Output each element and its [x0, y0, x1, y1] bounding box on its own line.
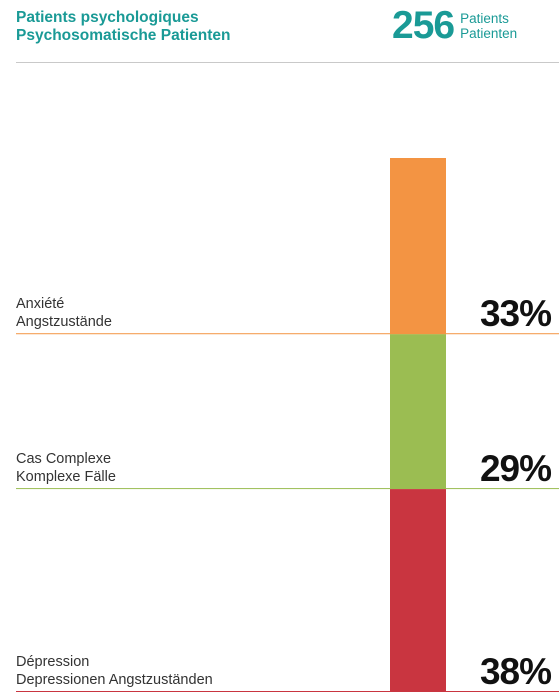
percent-label-0: 33% [479, 293, 552, 335]
header-divider [16, 62, 559, 63]
chart-title: Patients psychologiques Psychosomatische… [16, 9, 231, 45]
title-french: Patients psychologiques [16, 9, 199, 26]
patient-count-number: 256 [392, 4, 455, 47]
category-label-2: Dépression Depressionen Angstzuständen [16, 653, 213, 689]
title-german: Psychosomatische Patienten [16, 27, 231, 44]
category-label-french: Anxiété [16, 296, 65, 313]
bar-segment-1 [390, 334, 446, 490]
category-label-german: Komplexe Fälle [16, 469, 116, 486]
percent-label-1: 29% [479, 448, 552, 490]
category-label-french: Dépression [16, 654, 90, 670]
count-label-french: Patients [460, 11, 509, 26]
percent-label-2: 38% [479, 651, 552, 692]
category-label-german: Depressionen Angstzuständen [16, 672, 213, 688]
baseline-0 [16, 333, 559, 335]
bar-segment-2 [390, 489, 446, 692]
baseline-1 [16, 488, 559, 490]
category-label-0: Anxiété Angstzustände [16, 295, 112, 331]
category-label-german: Angstzustände [16, 314, 112, 331]
bar-segment-0 [390, 158, 446, 335]
patient-count: 256 Patients Patienten [392, 6, 517, 46]
patient-count-labels: Patients Patienten [460, 11, 517, 41]
count-label-german: Patienten [460, 26, 518, 41]
category-label-french: Cas Complexe [16, 451, 112, 468]
category-label-1: Cas Complexe Komplexe Fälle [16, 450, 116, 486]
